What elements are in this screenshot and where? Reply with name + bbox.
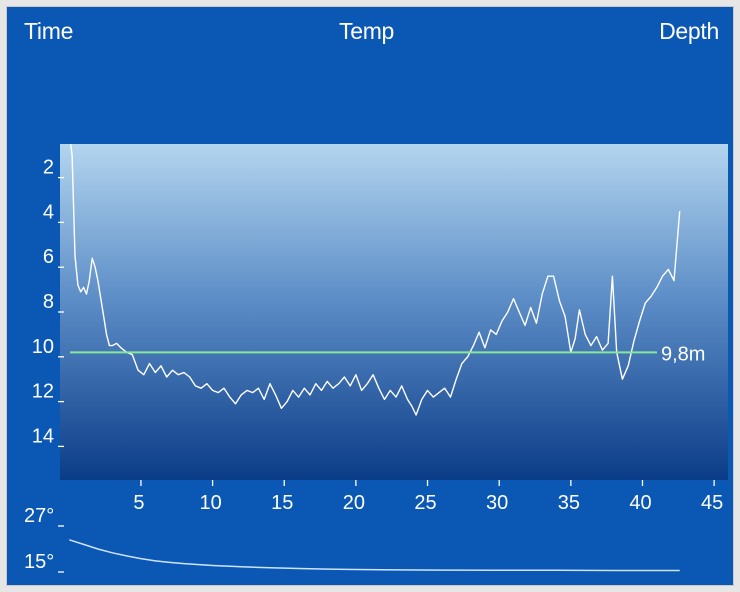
tab-time[interactable]: Time	[24, 18, 74, 44]
time-tick-label: 5	[133, 492, 144, 514]
time-x-axis: 5 10 15 20 25 30 35 40 45	[133, 480, 723, 514]
tab-temp[interactable]: Temp	[339, 18, 395, 44]
depth-plot-area	[60, 144, 728, 480]
time-tick-label: 10	[199, 492, 221, 514]
time-tick-label: 25	[414, 492, 436, 514]
temperature-series-line	[69, 539, 680, 572]
depth-tick-label: 4	[43, 201, 54, 223]
depth-tick-label: 12	[32, 381, 54, 403]
depth-y-axis: 2 4 6 8 10 12 14	[32, 157, 64, 447]
temperature-tick-label: 27°	[24, 505, 54, 527]
time-tick-label: 35	[558, 492, 580, 514]
time-tick-label: 15	[271, 492, 293, 514]
depth-series-line	[70, 143, 681, 416]
average-depth-label: 9,8m	[661, 343, 705, 365]
temperature-plot	[69, 539, 680, 572]
time-tick-label: 45	[701, 492, 723, 514]
time-tick-label: 30	[486, 492, 508, 514]
depth-tick-label: 2	[43, 157, 54, 179]
time-tick-label: 40	[629, 492, 651, 514]
tab-depth[interactable]: Depth	[659, 18, 719, 44]
depth-tick-label: 6	[43, 246, 54, 268]
depth-tick-label: 8	[43, 291, 54, 313]
time-tick-label: 20	[343, 492, 365, 514]
temperature-y-axis: 27° 15°	[24, 505, 64, 573]
depth-plot: 9,8m	[70, 143, 705, 416]
depth-tick-label: 14	[32, 425, 54, 447]
temperature-tick-label: 15°	[24, 551, 54, 573]
depth-tick-label: 10	[32, 336, 54, 358]
